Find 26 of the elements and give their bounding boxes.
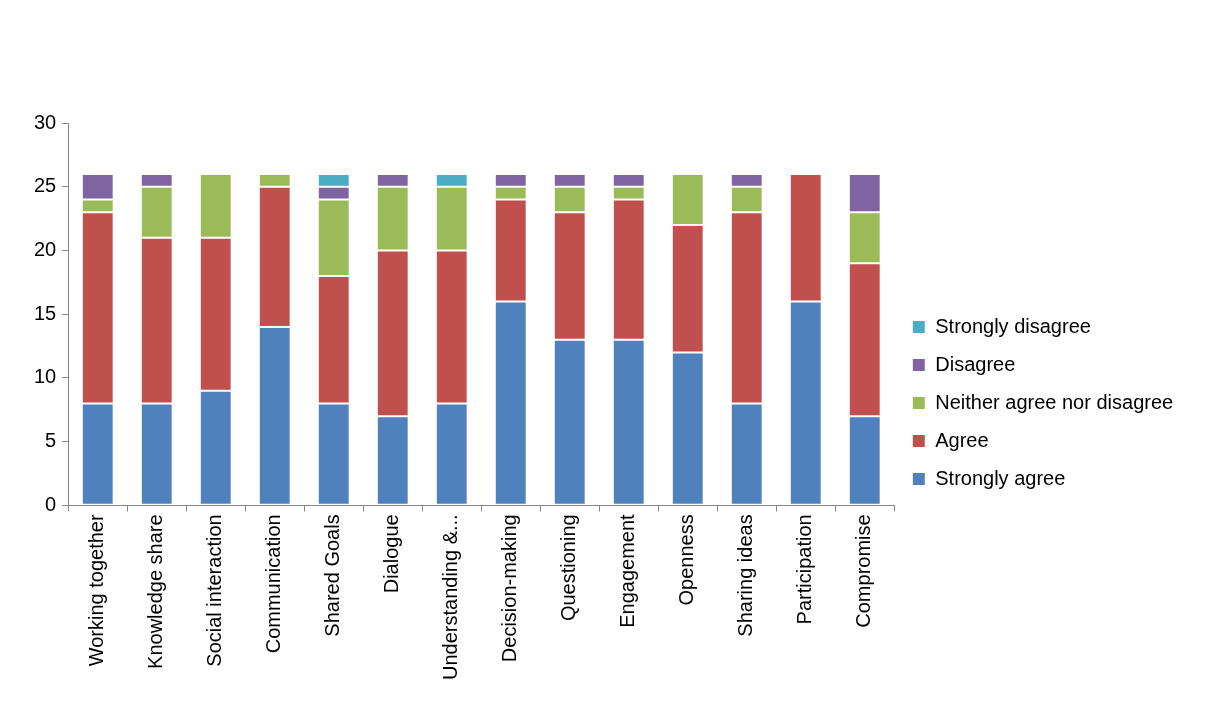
- x-tick-label: Sharing ideas: [734, 514, 757, 637]
- x-tick-label: Communication: [262, 514, 285, 654]
- x-tick-label: Decision-making: [498, 514, 521, 663]
- legend-label: Strongly agree: [935, 466, 1066, 489]
- x-tick-label: Knowledge share: [144, 514, 167, 669]
- y-tick-label: 30: [34, 110, 57, 133]
- y-tick-label: 15: [34, 301, 57, 324]
- x-tick-label: Shared Goals: [321, 514, 344, 637]
- y-tick-label: 20: [34, 237, 57, 260]
- x-tick-label: Understanding &...: [439, 514, 462, 680]
- legend-label: Neither agree nor disagree: [935, 390, 1174, 413]
- x-tick-label: Questioning: [557, 514, 580, 622]
- y-tick-label: 10: [34, 365, 57, 388]
- legend-label: Strongly disagree: [935, 314, 1091, 337]
- x-tick-label: Working together: [85, 514, 108, 667]
- x-tick-label: Social interaction: [203, 514, 226, 667]
- y-tick-label: 25: [34, 174, 57, 197]
- x-tick-label: Engagement: [616, 513, 639, 628]
- legend-label: Disagree: [935, 352, 1016, 375]
- y-tick-label: 0: [45, 492, 57, 515]
- x-tick-label: Compromise: [852, 514, 875, 628]
- y-tick-label: 5: [45, 429, 57, 452]
- legend-label: Agree: [935, 428, 989, 451]
- x-tick-label: Dialogue: [380, 514, 403, 594]
- x-tick-label: Openness: [675, 514, 698, 606]
- x-tick-label: Participation: [793, 514, 816, 625]
